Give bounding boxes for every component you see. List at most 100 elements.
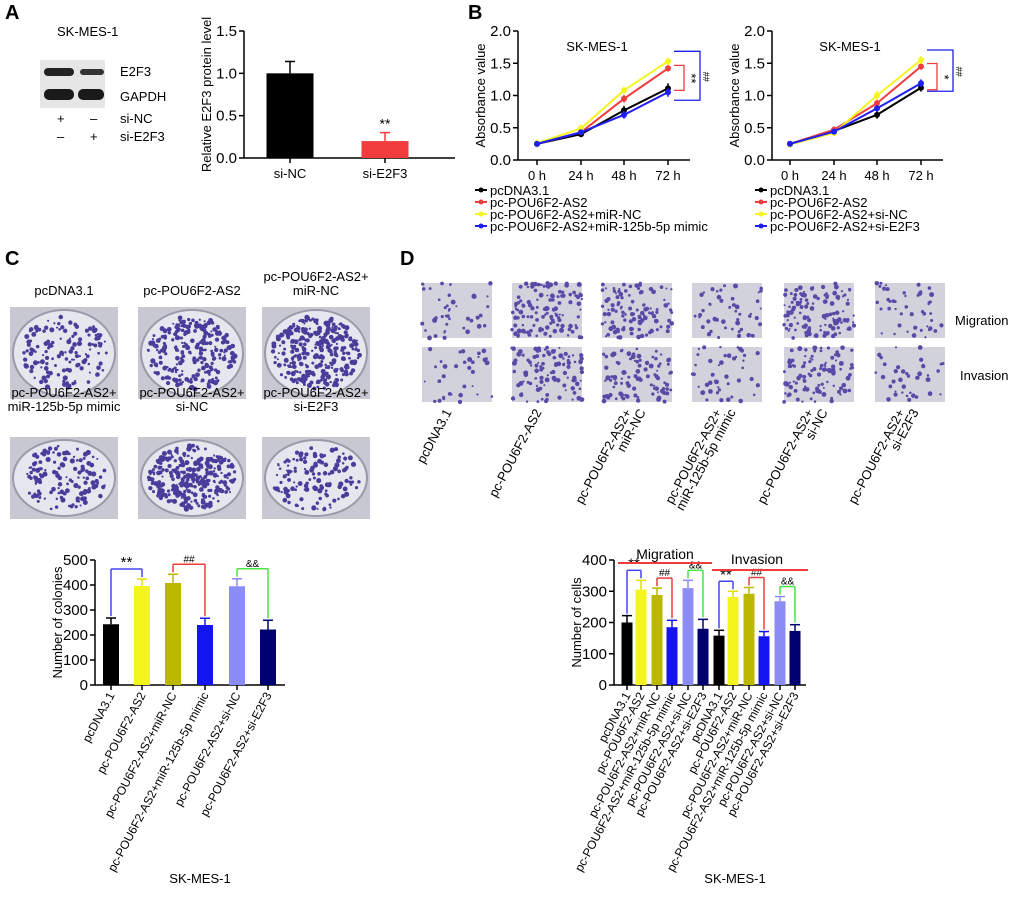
colony bbox=[182, 344, 186, 349]
colony bbox=[45, 370, 50, 375]
colony bbox=[219, 331, 222, 334]
cell bbox=[845, 375, 851, 381]
significance-label: ## bbox=[954, 67, 964, 77]
y-tick-label: 1.0 bbox=[216, 65, 237, 82]
colony bbox=[35, 344, 40, 349]
colony bbox=[332, 383, 336, 388]
cell bbox=[542, 353, 546, 358]
cell bbox=[516, 295, 521, 300]
bar bbox=[361, 141, 409, 158]
row-label-si-e2f3: si-E2F3 bbox=[120, 129, 165, 144]
legend-marker bbox=[478, 211, 484, 217]
cell bbox=[836, 326, 840, 330]
colony bbox=[297, 481, 303, 486]
colony bbox=[191, 484, 194, 488]
cell bbox=[465, 316, 470, 321]
cell bbox=[788, 305, 791, 309]
cell bbox=[798, 311, 802, 315]
cell bbox=[701, 308, 705, 313]
colony bbox=[279, 480, 283, 485]
cell bbox=[665, 287, 668, 290]
colony bbox=[202, 334, 207, 339]
cell bbox=[465, 329, 471, 335]
colony bbox=[306, 331, 310, 336]
colony bbox=[317, 471, 321, 476]
cell bbox=[556, 295, 560, 299]
cell bbox=[905, 372, 909, 376]
cell bbox=[759, 289, 763, 293]
cell bbox=[787, 329, 790, 332]
colony bbox=[148, 340, 154, 346]
cell bbox=[615, 295, 620, 300]
cell bbox=[813, 333, 819, 339]
colony bbox=[195, 480, 200, 484]
cell bbox=[833, 284, 839, 290]
cell bbox=[437, 379, 442, 384]
cell bbox=[636, 396, 640, 399]
colony bbox=[357, 480, 361, 484]
cell bbox=[637, 282, 642, 287]
cell bbox=[824, 365, 827, 368]
colony bbox=[213, 458, 219, 464]
colony bbox=[284, 375, 288, 379]
colony bbox=[186, 443, 192, 449]
cell bbox=[442, 335, 447, 340]
cell bbox=[645, 306, 650, 311]
colony bbox=[291, 358, 294, 361]
cell bbox=[838, 331, 842, 335]
colony bbox=[320, 360, 324, 364]
cell bbox=[614, 292, 618, 295]
colony bbox=[35, 470, 39, 473]
colony bbox=[301, 507, 305, 511]
cell bbox=[902, 291, 906, 295]
colony bbox=[98, 343, 103, 348]
cell bbox=[694, 363, 697, 367]
cell bbox=[880, 374, 886, 380]
colony bbox=[307, 369, 313, 375]
cell bbox=[904, 305, 909, 309]
colony bbox=[343, 330, 348, 335]
cell bbox=[533, 288, 538, 293]
colony bbox=[150, 470, 154, 474]
cell bbox=[709, 329, 713, 334]
cell bbox=[490, 395, 494, 398]
colony bbox=[319, 378, 323, 382]
cell bbox=[845, 301, 850, 306]
colony bbox=[341, 373, 345, 377]
cell bbox=[669, 321, 675, 326]
colony bbox=[81, 359, 87, 365]
cell bbox=[821, 392, 827, 397]
cell bbox=[909, 391, 912, 395]
cell bbox=[564, 283, 569, 288]
image-label: pc-POU6F2-AS2+ bbox=[263, 269, 368, 284]
colony bbox=[181, 501, 186, 506]
colony bbox=[313, 462, 318, 468]
colony bbox=[53, 446, 58, 451]
cell bbox=[628, 319, 633, 324]
cell bbox=[697, 385, 700, 388]
cell bbox=[610, 375, 614, 379]
colony bbox=[174, 347, 179, 352]
data-point bbox=[831, 128, 837, 135]
cell bbox=[538, 292, 544, 298]
cell bbox=[874, 281, 880, 286]
cell bbox=[663, 381, 667, 385]
cell bbox=[719, 345, 722, 349]
cell bbox=[628, 306, 633, 311]
colony bbox=[30, 494, 36, 499]
cell bbox=[654, 349, 658, 353]
bar bbox=[165, 583, 181, 685]
cell bbox=[424, 329, 427, 332]
significance-label: ** bbox=[380, 116, 391, 132]
colony bbox=[208, 494, 212, 498]
series-line bbox=[789, 82, 922, 145]
colony bbox=[49, 490, 53, 495]
legend-label: pc-POU6F2-AS2 bbox=[490, 195, 588, 210]
cell bbox=[467, 365, 472, 370]
cell bbox=[516, 316, 520, 320]
colony bbox=[210, 361, 214, 366]
mark: + bbox=[90, 129, 98, 144]
colony bbox=[55, 473, 60, 478]
